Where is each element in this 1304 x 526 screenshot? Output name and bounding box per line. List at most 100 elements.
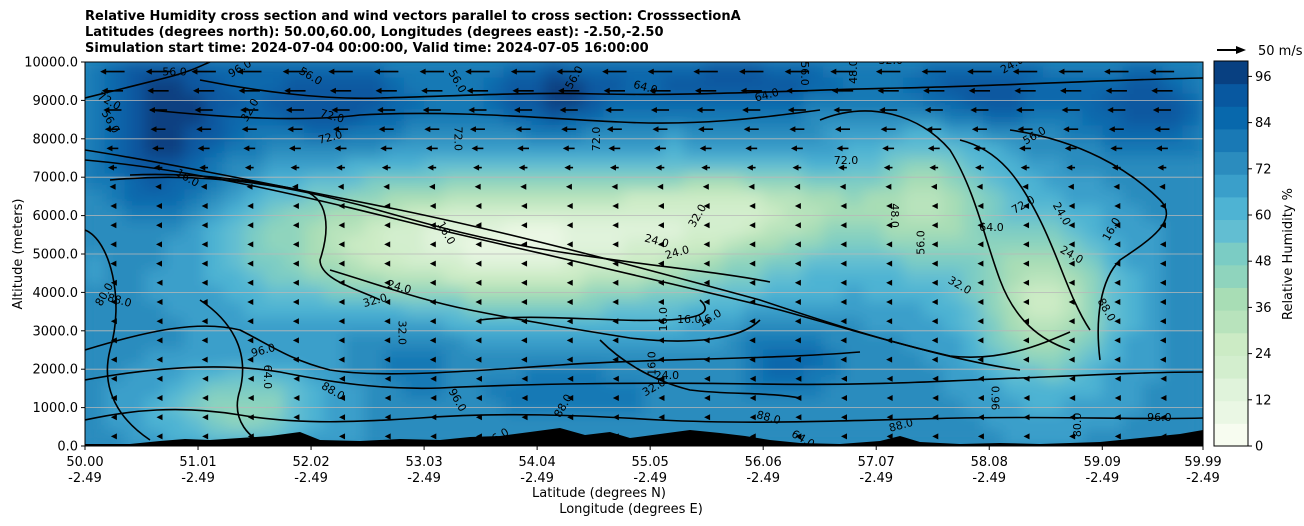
field-cell	[663, 157, 685, 175]
wind-vector-head	[886, 222, 893, 229]
wind-vector	[201, 299, 208, 305]
wind-vector	[839, 183, 846, 190]
field-cell	[164, 189, 186, 207]
contour-lines	[85, 62, 1203, 446]
colorbar-swatch	[1214, 400, 1248, 424]
field-cell	[743, 397, 765, 415]
colorbar-tick: 72	[1248, 162, 1272, 177]
field-cell	[623, 109, 645, 127]
field-cell	[583, 269, 605, 287]
wind-vector-head	[145, 68, 152, 75]
x-tick-label-lat: 59.99	[1184, 455, 1221, 470]
field-cell	[403, 173, 425, 191]
wind-vector-head	[703, 222, 710, 229]
field-cell	[483, 397, 505, 415]
wind-vector-head	[931, 337, 938, 344]
field-cell	[982, 269, 1004, 287]
wind-vector	[749, 356, 756, 363]
wind-vector	[201, 356, 208, 363]
field-cell	[224, 205, 246, 223]
wind-vector-head	[110, 356, 117, 363]
field-cell	[663, 125, 685, 143]
y-axis-label: Altitude (meters)	[11, 199, 26, 310]
field-cell	[643, 397, 665, 415]
field-cell	[863, 189, 885, 207]
field-cell	[942, 62, 964, 79]
field-cell	[683, 205, 705, 223]
field-cell	[1162, 381, 1184, 399]
field-cell	[104, 189, 126, 207]
wind-vector-head	[383, 183, 390, 190]
field-cell	[1042, 77, 1064, 95]
x-tick: 52.02-2.49	[292, 446, 330, 486]
wind-vector-head	[156, 279, 163, 286]
field-cell	[823, 365, 845, 383]
field-cell	[1182, 93, 1203, 111]
y-tick: 9000.0	[33, 94, 85, 109]
field-cell	[104, 397, 126, 415]
wind-vector-head	[110, 337, 117, 344]
wind-vector	[373, 68, 399, 75]
wind-vector-head	[328, 68, 335, 75]
wind-vector-head	[110, 414, 117, 421]
wind-vector	[156, 356, 163, 363]
field-cell	[663, 205, 685, 223]
field-cell	[823, 237, 845, 255]
wind-vector-head	[567, 395, 574, 401]
wind-vector-head	[475, 356, 482, 363]
field-cell	[703, 253, 725, 271]
field-cell	[1162, 333, 1184, 351]
field-cell	[224, 381, 246, 399]
wind-vector	[784, 68, 810, 75]
field-cell	[703, 125, 725, 143]
field-cell	[583, 93, 605, 111]
field-cell	[483, 413, 505, 431]
wind-vector	[749, 279, 756, 286]
field-cell	[823, 333, 845, 351]
wind-vector-head	[740, 87, 747, 94]
field-cell	[523, 125, 545, 143]
wind-vector-head	[886, 395, 893, 401]
wind-vector	[329, 87, 352, 94]
field-cell	[583, 157, 605, 175]
wind-vector	[199, 164, 209, 171]
field-cell	[763, 333, 785, 351]
field-cell	[1102, 349, 1124, 367]
field-cell	[264, 285, 286, 303]
field-cell	[304, 93, 326, 111]
wind-vector	[885, 183, 892, 190]
wind-vector	[977, 395, 984, 401]
wind-vector	[1114, 203, 1121, 209]
wind-vector	[338, 356, 345, 363]
wind-vector	[1111, 164, 1121, 171]
wind-vector	[1151, 87, 1173, 94]
wind-vector	[977, 356, 984, 363]
x-tick-label-lat: 54.04	[519, 455, 556, 470]
wind-vector-head	[1023, 222, 1030, 229]
wind-vector-head	[339, 414, 346, 421]
field-cell	[284, 301, 306, 319]
wind-vector-head	[794, 222, 801, 229]
wind-vector	[786, 87, 808, 94]
wind-vector-head	[1023, 356, 1030, 363]
wind-vector-head	[566, 299, 573, 305]
wind-vector	[430, 414, 437, 421]
wind-vector	[1058, 68, 1083, 75]
wind-vector-head	[784, 68, 791, 75]
wind-vector-head	[703, 279, 710, 286]
field-cell	[224, 349, 246, 367]
field-cell	[443, 62, 465, 79]
field-cell	[683, 125, 705, 143]
wind-vector	[328, 68, 353, 75]
field-cell	[982, 157, 1004, 175]
wind-vector	[1069, 375, 1076, 382]
wind-vector-head	[110, 260, 117, 267]
field-cell	[903, 62, 924, 79]
wind-vector-head	[977, 414, 984, 421]
wind-vector	[110, 433, 117, 440]
field-cell	[543, 189, 565, 207]
field-cell	[763, 205, 785, 223]
field-cell	[1042, 109, 1064, 127]
wind-vector-head	[338, 260, 345, 267]
wind-vector	[703, 337, 710, 344]
